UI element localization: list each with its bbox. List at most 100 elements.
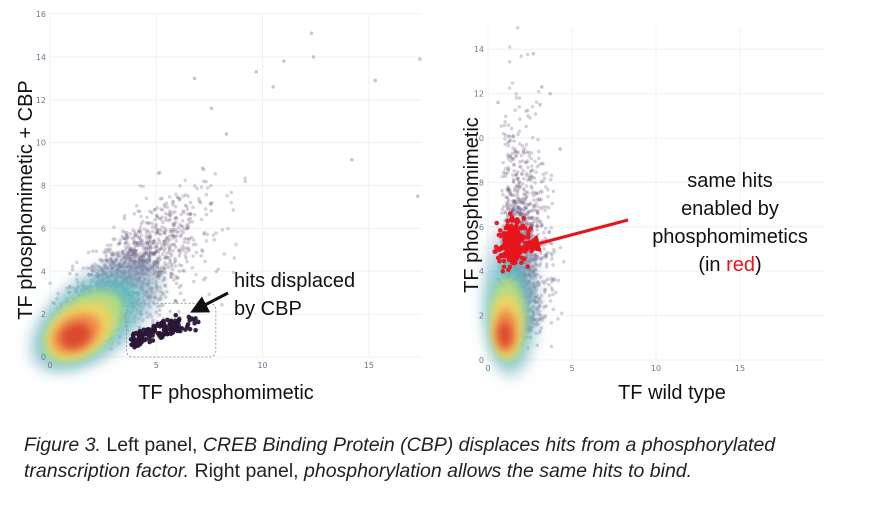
- highlight-point: [149, 329, 154, 335]
- scatter-point: [70, 264, 75, 268]
- scatter-point: [167, 234, 172, 238]
- scatter-point: [144, 247, 149, 252]
- scatter-point: [191, 242, 196, 247]
- scatter-point: [153, 217, 157, 222]
- scatter-point: [149, 252, 153, 256]
- scatter-point: [184, 204, 189, 209]
- scatter-point: [151, 318, 155, 323]
- scatter-point: [524, 109, 528, 113]
- scatter-point: [161, 278, 165, 283]
- scatter-point: [128, 232, 133, 236]
- scatter-point: [519, 207, 523, 212]
- scatter-point: [109, 252, 114, 256]
- scatter-point: [147, 255, 152, 260]
- scatter-point: [129, 254, 134, 259]
- scatter-point: [132, 249, 136, 254]
- scatter-point: [168, 211, 172, 215]
- scatter-point: [142, 253, 147, 257]
- scatter-point: [179, 224, 184, 228]
- outlier-point: [415, 194, 420, 199]
- scatter-point: [542, 254, 547, 259]
- scatter-point: [144, 221, 149, 225]
- scatter-point: [160, 196, 164, 201]
- scatter-point: [200, 249, 205, 254]
- scatter-point: [169, 272, 173, 276]
- scatter-point: [535, 210, 540, 215]
- scatter-point: [172, 223, 177, 227]
- scatter-point: [172, 260, 177, 265]
- scatter-point: [527, 222, 531, 226]
- scatter-point: [506, 167, 511, 171]
- scatter-point: [526, 210, 531, 214]
- left-x-axis-title: TF phosphomimetic: [138, 382, 314, 404]
- scatter-point: [522, 207, 527, 212]
- scatter-point: [544, 304, 548, 308]
- highlight-point: [129, 342, 134, 348]
- scatter-point: [85, 266, 90, 270]
- scatter-point: [164, 228, 168, 233]
- scatter-point: [542, 247, 546, 251]
- scatter-point: [506, 168, 511, 173]
- scatter-point: [176, 230, 180, 234]
- outlier-point: [311, 55, 316, 59]
- scatter-point: [199, 254, 203, 258]
- scatter-point: [514, 208, 519, 213]
- scatter-point: [144, 240, 149, 244]
- scatter-point: [153, 224, 158, 229]
- scatter-point: [128, 248, 133, 253]
- highlight-point: [195, 319, 201, 325]
- scatter-point: [151, 260, 156, 264]
- scatter-point: [512, 189, 517, 193]
- scatter-point: [508, 138, 513, 142]
- scatter-point: [515, 206, 520, 211]
- scatter-point: [529, 221, 533, 226]
- scatter-point: [141, 254, 145, 259]
- scatter-point: [173, 258, 178, 263]
- scatter-point: [133, 244, 138, 248]
- scatter-point: [510, 193, 515, 198]
- scatter-point: [524, 206, 528, 210]
- scatter-point: [551, 189, 556, 194]
- scatter-point: [222, 252, 226, 256]
- scatter-point: [535, 220, 540, 225]
- scatter-point: [126, 252, 131, 256]
- scatter-point: [525, 52, 530, 57]
- scatter-point: [126, 250, 130, 255]
- scatter-point: [513, 200, 518, 205]
- scatter-point: [159, 228, 163, 232]
- scatter-point: [538, 317, 542, 322]
- scatter-point: [522, 151, 527, 155]
- scatter-point: [74, 260, 79, 265]
- scatter-point: [527, 175, 532, 180]
- scatter-point: [132, 251, 137, 255]
- scatter-point: [162, 239, 167, 243]
- outlier-point: [271, 85, 276, 89]
- outlier-point: [209, 106, 214, 111]
- highlight-point: [165, 317, 170, 323]
- scatter-point: [506, 154, 510, 159]
- scatter-point: [551, 292, 555, 297]
- scatter-point: [109, 243, 113, 247]
- y-tick-label: 16: [36, 10, 46, 19]
- scatter-point: [151, 251, 156, 256]
- scatter-point: [177, 254, 182, 258]
- scatter-point: [547, 282, 551, 287]
- scatter-point: [111, 237, 116, 241]
- scatter-point: [243, 179, 248, 184]
- scatter-point: [135, 234, 140, 238]
- scatter-point: [160, 265, 164, 270]
- scatter-point: [90, 249, 95, 253]
- scatter-point: [155, 229, 159, 233]
- scatter-point: [163, 266, 167, 271]
- scatter-point: [561, 259, 566, 264]
- scatter-point: [522, 188, 526, 193]
- scatter-point: [536, 322, 541, 327]
- highlight-point: [141, 327, 147, 333]
- scatter-point: [510, 81, 515, 85]
- scatter-point: [513, 203, 518, 207]
- scatter-point: [521, 212, 525, 217]
- scatter-point: [146, 254, 151, 259]
- scatter-point: [537, 281, 542, 286]
- highlight-point: [184, 324, 190, 329]
